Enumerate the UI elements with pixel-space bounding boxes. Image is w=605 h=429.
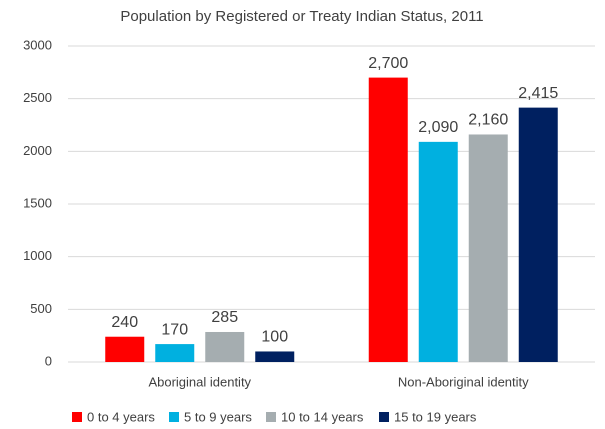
bar (468, 134, 508, 362)
bar (518, 107, 558, 363)
y-tick-label: 2000 (23, 143, 52, 158)
value-label: 100 (261, 329, 288, 346)
legend-swatch (379, 412, 389, 422)
value-label: 2,160 (468, 112, 508, 129)
y-tick-label: 1500 (23, 195, 52, 210)
x-tick-label: Aboriginal identity (148, 374, 251, 389)
y-tick-label: 500 (30, 301, 52, 316)
legend-label: 10 to 14 years (281, 409, 364, 424)
value-label: 2,700 (368, 55, 408, 72)
y-tick-label: 1000 (23, 248, 52, 263)
bar (418, 141, 458, 362)
legend-swatch (266, 412, 276, 422)
legend-label: 5 to 9 years (184, 409, 252, 424)
y-tick-label: 2500 (23, 90, 52, 105)
x-tick-label: Non-Aboriginal identity (398, 374, 529, 389)
bar (105, 336, 145, 362)
legend-label: 15 to 19 years (394, 409, 477, 424)
legend-swatch (72, 412, 82, 422)
value-label: 2,090 (418, 119, 458, 136)
bar (205, 331, 245, 362)
legend-swatch (169, 412, 179, 422)
y-tick-label: 0 (45, 353, 52, 368)
bar (255, 351, 295, 362)
value-label: 170 (161, 321, 188, 338)
value-label: 285 (211, 309, 238, 326)
chart-title: Population by Registered or Treaty India… (120, 8, 483, 25)
y-tick-label: 3000 (23, 37, 52, 52)
bar (368, 77, 408, 362)
value-label: 240 (111, 314, 138, 331)
bar (155, 344, 195, 362)
legend-label: 0 to 4 years (87, 409, 155, 424)
value-label: 2,415 (518, 85, 558, 102)
